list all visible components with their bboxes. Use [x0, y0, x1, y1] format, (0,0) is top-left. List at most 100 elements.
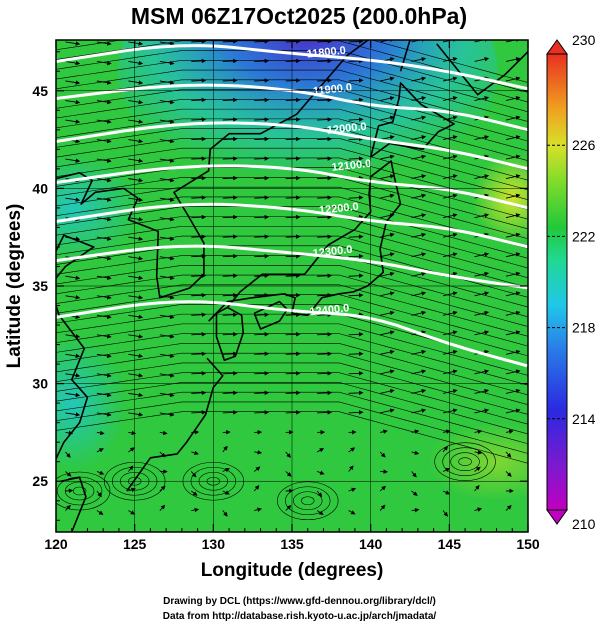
- wind-vector: [222, 40, 238, 44]
- wind-vector: [316, 448, 325, 453]
- wind-vector: [96, 448, 104, 453]
- wind-vector: [253, 466, 261, 472]
- wind-vector: [505, 369, 521, 375]
- wind-vector: [254, 175, 270, 181]
- x-axis: 120 125 130 135 140 145 150: [44, 40, 540, 552]
- wind-vector: [96, 510, 104, 515]
- wind-vector: [442, 330, 458, 336]
- wind-vector: [191, 136, 207, 142]
- x-tick-label: 150: [516, 536, 540, 552]
- wind-vector: [317, 58, 333, 64]
- chart-title: MSM 06Z17Oct2025 (200.0hPa): [131, 3, 467, 29]
- contour-label: 12200.0: [318, 201, 359, 217]
- wind-vector: [379, 504, 386, 511]
- wind-vector: [128, 412, 144, 417]
- wind-vector: [96, 60, 112, 66]
- wind-vector: [96, 177, 112, 183]
- wind-vector: [285, 156, 301, 161]
- wind-vector: [317, 214, 333, 220]
- wind-vector: [128, 216, 144, 222]
- coastline-segment: [208, 160, 402, 322]
- wind-vector: [474, 450, 483, 455]
- wind-vector: [96, 236, 112, 241]
- wind-vector: [411, 490, 418, 496]
- wind-vector: [65, 471, 72, 477]
- wind-vector: [222, 273, 238, 278]
- wind-vector: [159, 504, 166, 511]
- wind-vector: [348, 40, 364, 44]
- wind-vector: [317, 136, 333, 142]
- gridlines: [56, 40, 528, 532]
- wind-vector: [65, 504, 71, 511]
- wind-vector: [254, 450, 263, 455]
- wind-vector: [285, 410, 301, 415]
- wind-vector: [380, 76, 395, 82]
- wind-vector: [505, 271, 521, 277]
- height-contour: [56, 202, 528, 249]
- wind-vector: [96, 256, 112, 261]
- eddy-streamline: [64, 481, 95, 501]
- wind-vector: [191, 253, 207, 259]
- wind-vector: [411, 471, 417, 478]
- wind-vector: [505, 96, 521, 101]
- wind-vector: [317, 195, 333, 200]
- colorbar-gradient: [546, 53, 568, 511]
- wind-vector: [505, 471, 512, 477]
- wind-vector: [222, 58, 238, 64]
- wind-vector: [222, 390, 238, 396]
- wind-vector: [380, 135, 395, 141]
- wind-vector: [285, 371, 301, 376]
- wind-vector: [222, 292, 238, 298]
- eddy-streamline: [301, 496, 315, 506]
- wind-vector: [254, 78, 270, 83]
- wind-vector: [285, 195, 301, 200]
- wind-vector: [285, 253, 301, 259]
- wind-vector: [380, 349, 395, 355]
- contour-label: 12300.0: [312, 244, 353, 260]
- wind-vector: [96, 216, 112, 222]
- wind-vector: [317, 470, 325, 475]
- wind-vector: [222, 214, 238, 220]
- wind-vector: [222, 371, 238, 376]
- colorbar-tick-label: 214: [572, 411, 596, 427]
- wind-vector: [474, 57, 490, 62]
- colorbar-bottom-triangle: [546, 509, 568, 525]
- wind-vector: [191, 156, 207, 161]
- eddy-streamline: [285, 486, 331, 516]
- wind-vector: [348, 156, 364, 161]
- wind-vector: [191, 195, 207, 200]
- wind-vector: [128, 236, 144, 241]
- wind-vector: [505, 174, 521, 180]
- wind-vector: [128, 373, 144, 378]
- wind-vector: [380, 429, 388, 434]
- x-tick-label: 125: [123, 536, 147, 552]
- wind-vector: [442, 510, 448, 517]
- wind-vector: [128, 80, 144, 85]
- contour-label: 11800.0: [306, 45, 346, 61]
- wind-vector: [317, 390, 333, 396]
- wind-vector: [222, 410, 238, 415]
- wind-vector: [379, 451, 386, 458]
- wind-vector: [380, 291, 395, 297]
- wind-vector: [505, 505, 512, 511]
- wind-vector: [65, 197, 81, 202]
- wind-vector: [442, 174, 458, 180]
- wind-vector: [128, 256, 144, 261]
- colorbar-tick-label: 218: [572, 320, 596, 336]
- wind-vector: [348, 390, 364, 396]
- colorbar-tick-label: 222: [572, 228, 596, 244]
- coastline-segment: [126, 357, 224, 492]
- wind-vector: [348, 465, 354, 472]
- wind-vector: [254, 351, 270, 357]
- wind-vector: [191, 40, 207, 44]
- coastline-segment: [60, 476, 87, 532]
- y-axis-title: Latitude (degrees): [4, 204, 25, 369]
- wind-vector: [442, 154, 458, 160]
- wind-vector: [505, 451, 512, 458]
- x-tick-label: 120: [44, 536, 68, 552]
- wind-vector: [348, 136, 364, 142]
- wind-vector: [222, 234, 238, 239]
- wind-vector: [128, 392, 144, 398]
- x-tick-label: 140: [359, 536, 383, 552]
- wind-vector: [317, 78, 333, 83]
